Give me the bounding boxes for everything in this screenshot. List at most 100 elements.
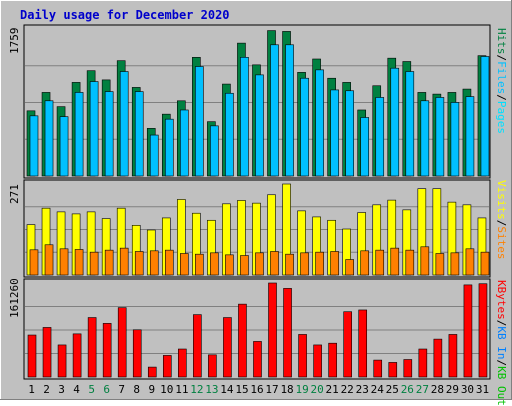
legend-sites: Sites [495, 226, 508, 260]
bar-kbytes-day-17 [268, 282, 277, 378]
bar-files-day-25 [390, 67, 400, 177]
bar-sites-day-1 [29, 249, 39, 276]
bar-kbytes-day-10 [162, 355, 172, 378]
bar-kbytes-day-4 [72, 333, 82, 378]
bar-sites-day-15 [240, 255, 249, 276]
bar-files-day-17 [270, 44, 279, 177]
bar-sites-day-21 [330, 251, 339, 276]
bar-sites-day-4 [74, 249, 84, 276]
legend-kb: KBytes [495, 280, 508, 320]
bar-kbytes-day-9 [147, 366, 157, 378]
bar-kbytes-day-27 [418, 348, 428, 378]
x-tick-label-day-17: 17 [265, 383, 278, 396]
bar-sites-day-2 [44, 244, 54, 276]
bar-sites-day-14 [225, 254, 234, 276]
x-tick-label-day-5: 5 [88, 383, 95, 396]
bar-files-day-12 [195, 66, 204, 177]
x-tick-label-day-29: 29 [446, 383, 459, 396]
bar-kbytes-day-31 [478, 283, 488, 378]
bar-files-day-13 [210, 125, 219, 177]
bar-sites-day-20 [315, 251, 324, 276]
bar-files-day-16 [255, 74, 264, 177]
bar-sites-day-30 [465, 248, 475, 276]
bar-kbytes-day-23 [358, 309, 368, 378]
x-tick-label-day-24: 24 [371, 383, 385, 396]
x-tick-label-day-27: 27 [416, 383, 429, 396]
middle-panel-legend: Visits/Sites [495, 180, 508, 260]
legend-hits: Hits [495, 28, 508, 55]
bar-sites-day-19 [300, 252, 309, 276]
bar-files-day-2 [44, 100, 54, 177]
bar-files-day-10 [164, 118, 174, 177]
bar-files-day-23 [360, 117, 370, 177]
bar-kbytes-day-7 [117, 307, 127, 378]
middle-panel-max-label: 271 [8, 184, 21, 204]
bar-kbytes-day-11 [178, 348, 187, 378]
bar-kbytes-day-22 [343, 311, 352, 378]
bar-sites-day-9 [149, 250, 159, 276]
bar-sites-day-22 [345, 259, 354, 276]
bar-files-day-8 [134, 91, 144, 177]
bar-kbytes-day-16 [253, 341, 262, 378]
bar-files-day-21 [330, 89, 339, 177]
bar-files-day-15 [240, 57, 249, 177]
bar-files-day-3 [59, 116, 69, 177]
top-panel-max-label: 1759 [8, 27, 21, 55]
bar-kbytes-day-8 [132, 329, 142, 378]
bar-kbytes-day-13 [208, 354, 217, 378]
bar-kbytes-day-29 [448, 334, 458, 378]
bar-sites-day-26 [405, 249, 415, 276]
bar-files-day-28 [435, 97, 445, 177]
x-tick-label-day-30: 30 [461, 383, 474, 396]
bar-sites-day-24 [375, 249, 385, 276]
bar-sites-day-31 [480, 251, 490, 276]
bar-kbytes-day-5 [87, 317, 97, 378]
bar-sites-day-16 [255, 252, 264, 276]
bar-kbytes-day-19 [298, 334, 307, 378]
bar-sites-day-5 [89, 251, 99, 276]
bar-files-day-7 [119, 71, 129, 177]
x-axis-tick-labels: 1 2 3 4 5 6 7 8 9 10 11 12 13 14 15 16 17 18 19 20 21 22 23 24 2… [28, 383, 489, 396]
bar-sites-day-27 [420, 246, 430, 276]
x-tick-label-day-25: 25 [386, 383, 399, 396]
x-tick-label-day-14: 14 [220, 383, 234, 396]
bar-files-day-9 [149, 134, 159, 177]
x-tick-label-day-28: 28 [431, 383, 444, 396]
bar-files-day-30 [465, 96, 475, 177]
x-tick-label-day-23: 23 [356, 383, 369, 396]
x-tick-label-day-19: 19 [295, 383, 308, 396]
legend-separator: / [495, 94, 508, 101]
bar-files-day-1 [29, 115, 39, 177]
bar-sites-day-6 [104, 249, 114, 276]
legend-pages: Pages [495, 100, 508, 134]
bar-files-day-5 [89, 81, 99, 177]
x-tick-label-day-4: 4 [73, 383, 80, 396]
bar-kbytes-day-12 [193, 314, 202, 378]
bar-sites-day-29 [450, 252, 460, 276]
x-tick-label-day-8: 8 [133, 383, 140, 396]
bar-sites-day-23 [360, 250, 370, 276]
x-tick-label-day-6: 6 [103, 383, 110, 396]
bottom-panel-legend: KBytes/KB In/KB Out [495, 280, 508, 406]
bar-files-day-20 [315, 69, 324, 177]
x-tick-label-day-1: 1 [28, 383, 35, 396]
x-tick-label-day-16: 16 [250, 383, 263, 396]
x-tick-label-day-9: 9 [148, 383, 155, 396]
bar-kbytes-day-30 [463, 284, 473, 378]
bar-sites-day-12 [195, 253, 204, 276]
bar-files-day-14 [225, 92, 234, 177]
bar-kbytes-day-20 [313, 344, 322, 378]
x-tick-label-day-13: 13 [205, 383, 218, 396]
x-tick-label-day-11: 11 [175, 383, 188, 396]
bar-sites-day-18 [285, 253, 294, 276]
x-tick-label-day-31: 31 [476, 383, 489, 396]
bar-files-day-19 [300, 77, 309, 177]
bar-sites-day-13 [210, 252, 219, 276]
legend-files: Files [495, 61, 508, 95]
x-tick-label-day-7: 7 [118, 383, 125, 396]
bars [26, 30, 490, 378]
bar-kbytes-day-28 [433, 338, 443, 378]
legend-visits: Visits [495, 180, 508, 220]
x-tick-label-day-18: 18 [280, 383, 293, 396]
